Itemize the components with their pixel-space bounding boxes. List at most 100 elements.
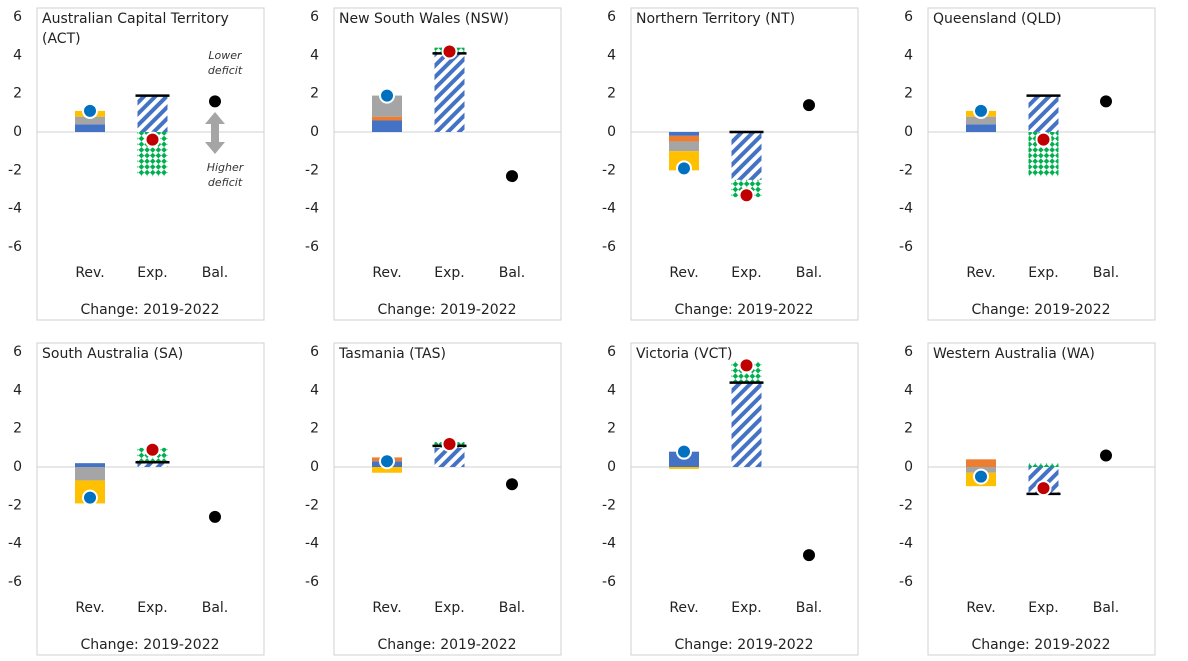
- expenditure-dot: [738, 187, 755, 204]
- x-tick-label: Exp.: [434, 600, 464, 616]
- x-tick-label: Rev.: [372, 600, 401, 616]
- x-tick-label: Rev.: [966, 600, 995, 616]
- revenue-segment: [966, 124, 996, 132]
- y-tick-label: 6: [904, 9, 913, 25]
- y-tick-label: 4: [310, 47, 319, 63]
- revenue-dot: [379, 87, 395, 104]
- y-tick-label: 2: [310, 421, 319, 437]
- x-axis-label: Change: 2019-2022: [971, 302, 1110, 318]
- panel-title: Western Australia (WA): [933, 346, 1095, 362]
- y-tick-label: 6: [13, 344, 22, 360]
- y-tick-label: 6: [310, 344, 319, 360]
- expenditure-segment: [731, 132, 762, 180]
- y-tick-label: -2: [8, 162, 22, 178]
- balance-dot: [801, 547, 817, 564]
- y-tick-label: -6: [8, 239, 22, 255]
- y-tick-label: -6: [602, 574, 616, 590]
- y-tick-label: 0: [607, 459, 616, 475]
- y-tick-label: 6: [607, 344, 616, 360]
- revenue-dot: [973, 102, 989, 119]
- x-tick-label: Bal.: [1093, 600, 1120, 616]
- arrow: [205, 112, 225, 154]
- revenue-segment: [75, 467, 105, 481]
- y-tick-label: -4: [602, 536, 616, 552]
- panel-title: South Australia (SA): [42, 346, 184, 362]
- expenditure-dot: [1035, 480, 1052, 497]
- y-tick-label: -4: [305, 536, 319, 552]
- revenue-segment: [966, 459, 996, 467]
- x-axis-label: Change: 2019-2022: [80, 637, 219, 653]
- x-tick-label: Bal.: [202, 600, 229, 616]
- x-tick-label: Exp.: [731, 600, 761, 616]
- y-tick-label: 6: [904, 344, 913, 360]
- y-tick-label: -2: [899, 497, 913, 513]
- revenue-segment: [75, 463, 105, 467]
- y-tick-label: 0: [904, 459, 913, 475]
- y-tick-label: 2: [13, 421, 22, 437]
- x-tick-label: Bal.: [499, 600, 526, 616]
- expenditure-dot: [738, 357, 755, 374]
- y-tick-label: -4: [602, 201, 616, 217]
- panel-frame: [927, 342, 1156, 656]
- expenditure-segment: [1028, 463, 1059, 467]
- revenue-segment: [372, 467, 402, 473]
- panel-frame: [36, 7, 265, 321]
- revenue-segment: [372, 95, 402, 117]
- panel-frame: [333, 342, 562, 656]
- expenditure-segment: [137, 95, 168, 132]
- panel-frame: [36, 342, 265, 656]
- y-tick-label: -6: [305, 239, 319, 255]
- y-tick-label: 0: [904, 124, 913, 140]
- revenue-segment: [75, 116, 105, 125]
- x-tick-label: Bal.: [796, 265, 823, 281]
- y-tick-label: -6: [899, 239, 913, 255]
- x-axis-label: Change: 2019-2022: [377, 302, 516, 318]
- expenditure-segment: [434, 53, 465, 132]
- revenue-dot: [676, 443, 692, 460]
- y-tick-label: 4: [607, 47, 616, 63]
- y-tick-label: 0: [13, 459, 22, 475]
- y-tick-label: -4: [8, 536, 22, 552]
- y-tick-label: -4: [305, 201, 319, 217]
- x-axis-label: Change: 2019-2022: [674, 637, 813, 653]
- revenue-dot: [379, 453, 395, 470]
- x-axis-label: Change: 2019-2022: [80, 302, 219, 318]
- y-tick-label: -6: [899, 574, 913, 590]
- x-tick-label: Bal.: [202, 265, 229, 281]
- panel-frame: [630, 7, 859, 321]
- y-tick-label: 4: [13, 382, 22, 398]
- balance-dot: [504, 476, 520, 493]
- panel-frame: [927, 7, 1156, 321]
- expenditure-dot: [144, 441, 161, 458]
- expenditure-segment: [731, 382, 762, 467]
- expenditure-dot: [441, 436, 458, 452]
- x-tick-label: Exp.: [1028, 600, 1058, 616]
- x-tick-label: Rev.: [75, 600, 104, 616]
- balance-dot: [1098, 447, 1114, 464]
- revenue-dot: [82, 102, 98, 119]
- y-tick-label: 6: [310, 9, 319, 25]
- x-tick-label: Exp.: [434, 265, 464, 281]
- panel-frame: [333, 7, 562, 321]
- x-tick-label: Bal.: [1093, 265, 1120, 281]
- revenue-dot: [973, 468, 989, 485]
- x-axis-label: Change: 2019-2022: [971, 637, 1110, 653]
- expenditure-dot: [441, 43, 458, 60]
- x-tick-label: Rev.: [966, 265, 995, 281]
- panel-title: Northern Territory (NT): [636, 11, 796, 27]
- x-tick-label: Rev.: [669, 265, 698, 281]
- x-tick-label: Exp.: [731, 265, 761, 281]
- y-tick-label: -4: [899, 536, 913, 552]
- x-tick-label: Bal.: [796, 600, 823, 616]
- expenditure-dot: [144, 131, 161, 148]
- x-tick-label: Rev.: [669, 600, 698, 616]
- revenue-segment: [669, 132, 699, 136]
- annotation: Lower deficit: [207, 49, 243, 77]
- y-tick-label: -2: [602, 162, 616, 178]
- revenue-dot: [676, 160, 692, 177]
- y-tick-label: 2: [607, 86, 616, 102]
- y-tick-label: 0: [310, 124, 319, 140]
- panel-frame: [630, 342, 859, 656]
- panel-title: Victoria (VCT): [636, 346, 733, 362]
- y-tick-label: 4: [904, 382, 913, 398]
